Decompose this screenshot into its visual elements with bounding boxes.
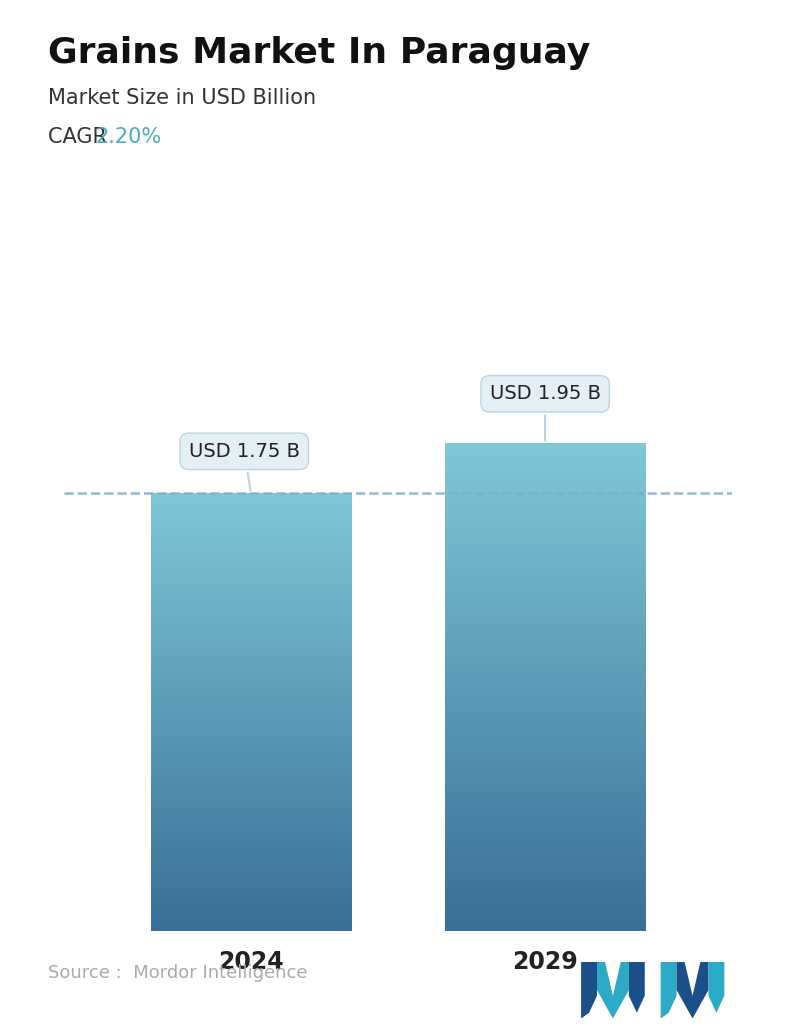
Text: 2.20%: 2.20% — [96, 127, 162, 147]
Text: Market Size in USD Billion: Market Size in USD Billion — [48, 88, 316, 108]
Polygon shape — [708, 962, 724, 1013]
Text: Grains Market In Paraguay: Grains Market In Paraguay — [48, 36, 590, 70]
Polygon shape — [661, 962, 677, 1018]
Text: Source :  Mordor Intelligence: Source : Mordor Intelligence — [48, 965, 307, 982]
Polygon shape — [677, 962, 708, 1018]
Polygon shape — [581, 962, 597, 1018]
Polygon shape — [629, 962, 645, 1013]
Text: CAGR: CAGR — [48, 127, 113, 147]
Polygon shape — [597, 962, 629, 1018]
Text: USD 1.95 B: USD 1.95 B — [490, 385, 601, 440]
Text: USD 1.75 B: USD 1.75 B — [189, 442, 300, 490]
